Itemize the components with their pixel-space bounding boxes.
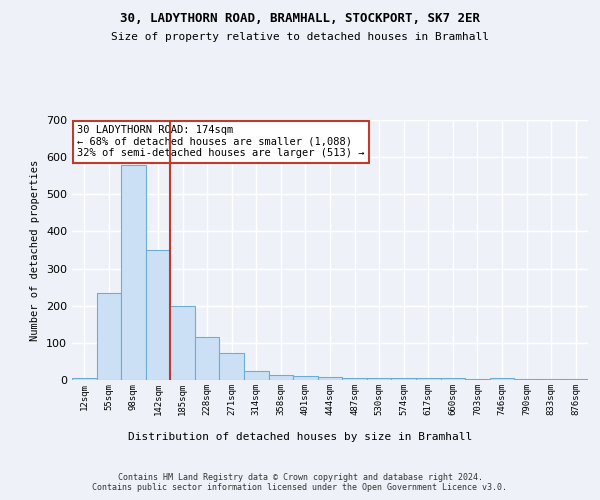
Text: 30 LADYTHORN ROAD: 174sqm
← 68% of detached houses are smaller (1,088)
32% of se: 30 LADYTHORN ROAD: 174sqm ← 68% of detac…	[77, 125, 365, 158]
Bar	[121, 164, 146, 380]
Bar	[342, 378, 367, 380]
Bar	[293, 376, 318, 380]
Text: 30, LADYTHORN ROAD, BRAMHALL, STOCKPORT, SK7 2ER: 30, LADYTHORN ROAD, BRAMHALL, STOCKPORT,…	[120, 12, 480, 26]
Bar	[490, 378, 514, 380]
Text: Contains HM Land Registry data © Crown copyright and database right 2024.
Contai: Contains HM Land Registry data © Crown c…	[92, 472, 508, 492]
Bar	[97, 292, 121, 380]
Bar	[244, 370, 269, 380]
Bar	[220, 354, 244, 380]
Bar	[367, 378, 391, 380]
Bar	[318, 377, 342, 380]
Bar	[465, 379, 490, 380]
Bar	[195, 338, 220, 380]
Text: Distribution of detached houses by size in Bramhall: Distribution of detached houses by size …	[128, 432, 472, 442]
Bar	[146, 250, 170, 380]
Bar	[416, 378, 440, 380]
Bar	[440, 378, 465, 380]
Y-axis label: Number of detached properties: Number of detached properties	[31, 160, 40, 340]
Bar	[72, 378, 97, 380]
Bar	[170, 306, 195, 380]
Bar	[391, 378, 416, 380]
Bar	[539, 379, 563, 380]
Bar	[563, 379, 588, 380]
Text: Size of property relative to detached houses in Bramhall: Size of property relative to detached ho…	[111, 32, 489, 42]
Bar	[514, 379, 539, 380]
Bar	[269, 375, 293, 380]
